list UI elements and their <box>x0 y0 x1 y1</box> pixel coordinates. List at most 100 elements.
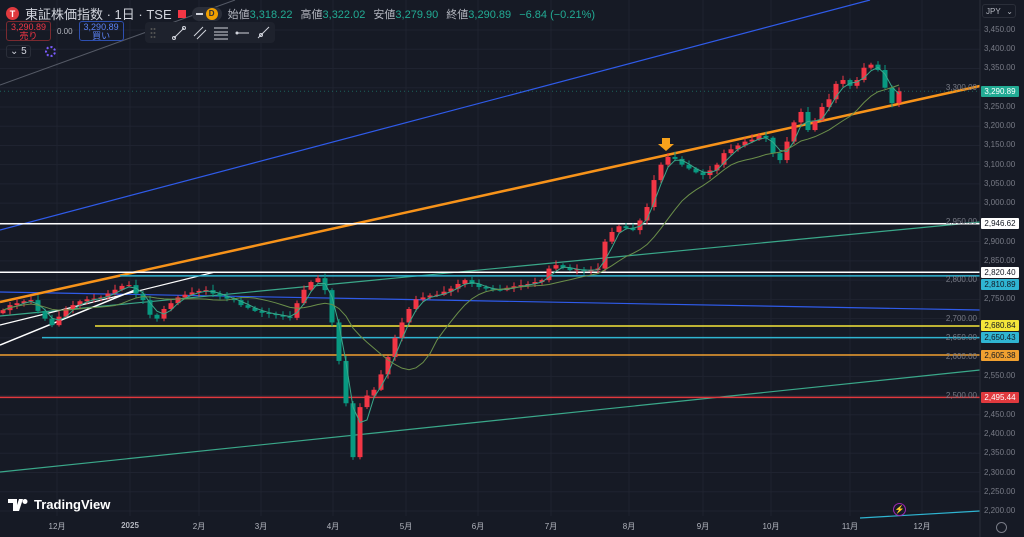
candle-body <box>532 282 538 284</box>
candle-body <box>301 289 307 304</box>
ray-tool-icon[interactable] <box>255 25 271 41</box>
collapse-indicators-button[interactable]: ⌄ 5 <box>6 45 31 58</box>
chart-header: T 東証株価指数 · 1日 · TSE D 始値3,318.22 高値3,322… <box>6 4 595 23</box>
candle-body <box>896 91 902 104</box>
candle-body <box>182 294 188 298</box>
y-tick-label: 2,450.00 <box>984 409 1016 419</box>
y-tick-label: 3,350.00 <box>984 63 1016 73</box>
candle-body <box>602 241 608 269</box>
candle-body <box>63 308 69 317</box>
sell-price: 3,290.89 <box>10 22 47 32</box>
candle-body <box>826 99 832 107</box>
candle-body <box>462 280 468 284</box>
market-status-pill[interactable]: D <box>191 6 222 21</box>
candle-body <box>721 153 727 165</box>
candle-body <box>700 172 706 176</box>
candle-body <box>553 265 559 269</box>
trendlines[interactable] <box>0 0 981 519</box>
moving-average-line <box>2 84 900 371</box>
candle-body <box>868 64 874 68</box>
candle-body <box>224 296 230 299</box>
candle-body <box>420 297 426 300</box>
candle-body <box>812 120 818 131</box>
x-tick-label: 9月 <box>696 522 710 531</box>
candle-body <box>21 301 27 304</box>
candle-body <box>644 207 650 221</box>
symbol-logo-icon: T <box>6 7 19 20</box>
y-tick-label: 2,500.00 <box>945 390 977 400</box>
trend-line <box>0 0 871 231</box>
candle-body <box>343 360 349 404</box>
candle-body <box>287 316 293 318</box>
fib-retracement-tool-icon[interactable] <box>213 25 229 41</box>
tradingview-logo: TradingView <box>8 497 110 512</box>
candle-body <box>497 289 503 291</box>
trend-line-tool-icon[interactable] <box>171 25 187 41</box>
candle-body <box>259 310 265 313</box>
candle-body <box>245 305 251 308</box>
trend-line <box>859 510 981 519</box>
trend-line <box>0 291 981 311</box>
y-tick-label: 2,950.00 <box>945 217 977 227</box>
candle-body <box>28 300 34 302</box>
candle-body <box>882 70 888 88</box>
level-price-tag: 2,680.84 <box>981 320 1019 332</box>
candle-body <box>679 158 685 165</box>
sell-button[interactable]: 3,290.89 売り <box>6 21 51 41</box>
currency-dropdown[interactable]: JPY ⌄ <box>982 4 1016 18</box>
candle-body <box>105 293 111 298</box>
horizontal-levels[interactable] <box>0 222 980 399</box>
spread-value: 0.00 <box>57 26 73 36</box>
candle-body <box>756 135 762 140</box>
candle-body <box>609 232 615 242</box>
candles <box>0 61 902 460</box>
x-tick-label: 11月 <box>841 522 859 531</box>
y-tick-label: 3,100.00 <box>984 159 1016 169</box>
settings-gear-icon[interactable] <box>996 522 1007 533</box>
candle-body <box>630 228 636 231</box>
y-tick-label: 2,850.00 <box>984 255 1016 265</box>
last-price-tag: 3,290.89 <box>981 85 1019 97</box>
candle-body <box>840 80 846 84</box>
candle-body <box>0 310 6 314</box>
y-tick-label: 2,200.00 <box>984 506 1016 515</box>
candle-body <box>252 307 258 311</box>
candle-body <box>399 322 405 338</box>
moving-averages <box>0 66 980 424</box>
candle-body <box>448 288 454 292</box>
open-label: 始値 <box>227 8 250 21</box>
interval-badge: D <box>205 7 218 20</box>
buy-label: 買い <box>92 30 111 41</box>
candle-body <box>728 149 734 154</box>
candle-body <box>490 288 496 290</box>
y-tick-label: 2,550.00 <box>984 371 1016 381</box>
x-tick-label: 4月 <box>326 522 340 531</box>
candle-body <box>294 303 300 318</box>
candle-body <box>567 267 573 271</box>
candle-body <box>189 292 195 295</box>
candle-body <box>672 156 678 159</box>
trend-line <box>0 369 981 473</box>
candle-body <box>42 310 48 319</box>
level-price-tag: 2,495.44 <box>981 391 1019 403</box>
lightning-icon[interactable]: ⚡ <box>893 503 906 516</box>
buy-button[interactable]: 3,290.89 買い <box>78 21 124 41</box>
open-value: 3,318.22 <box>249 8 293 21</box>
parallel-channel-tool-icon[interactable] <box>192 25 208 41</box>
candle-body <box>119 285 125 290</box>
level-price-tag: 2,650.43 <box>981 332 1019 344</box>
candle-body <box>364 395 370 408</box>
candle-body <box>126 285 132 287</box>
candle-body <box>350 403 356 458</box>
candle-body <box>427 295 433 298</box>
drag-handle-icon[interactable] <box>150 25 166 41</box>
candle-body <box>735 145 741 150</box>
close-value: 3,290.89 <box>468 8 512 21</box>
candle-body <box>665 156 671 165</box>
symbol-title[interactable]: 東証株価指数 · 1日 · TSE <box>25 7 172 22</box>
branding-text: TradingView <box>34 497 111 512</box>
flag-icon[interactable] <box>177 9 186 18</box>
candle-body <box>378 374 384 390</box>
horizontal-ray-tool-icon[interactable] <box>234 25 250 41</box>
